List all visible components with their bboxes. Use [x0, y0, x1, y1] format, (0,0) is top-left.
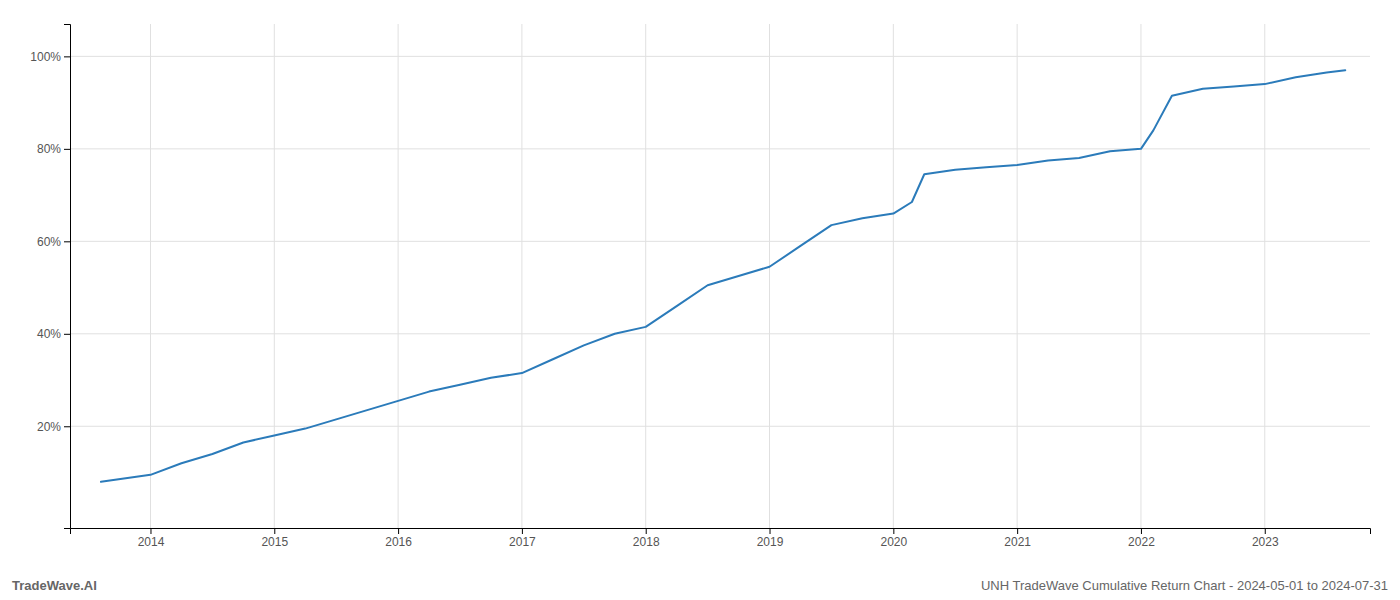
- grid-line-y: [70, 56, 1370, 57]
- x-tick-label: 2020: [880, 535, 907, 549]
- x-tick-label: 2023: [1252, 535, 1279, 549]
- x-tick: 2018: [633, 528, 660, 549]
- y-tick: 60%: [37, 235, 70, 249]
- y-tick-label: 20%: [37, 420, 61, 434]
- x-tick-mark: [522, 528, 523, 534]
- y-tick-mark: [64, 334, 70, 335]
- watermark: TradeWave.AI: [12, 578, 97, 593]
- y-tick-mark: [64, 56, 70, 57]
- grid-line-x: [1264, 24, 1265, 528]
- y-tick: 80%: [37, 142, 70, 156]
- grid-line-y: [70, 241, 1370, 242]
- x-tick: 2021: [1004, 528, 1031, 549]
- line: [101, 70, 1345, 482]
- grid-line-x: [398, 24, 399, 528]
- grid-line-x: [645, 24, 646, 528]
- x-tick-label: 2014: [138, 535, 165, 549]
- x-tick: 2019: [757, 528, 784, 549]
- title: UNH TradeWave Cumulative Return Chart - …: [981, 578, 1388, 593]
- grid-line-x: [1017, 24, 1018, 528]
- x-tick-mark: [398, 528, 399, 534]
- x-axis: 2014 2015 2016 2017 2018 2019 2020 2021 2022 2023: [71, 528, 1371, 549]
- grid-line-y: [70, 333, 1370, 334]
- y-tick-mark: [64, 241, 70, 242]
- x-tick-mark: [1265, 528, 1266, 534]
- x-tick-mark: [646, 528, 647, 534]
- x-tick-label: 2021: [1004, 535, 1031, 549]
- y-tick: 20%: [37, 420, 70, 434]
- x-tick-label: 2022: [1128, 535, 1155, 549]
- x-tick-mark: [1141, 528, 1142, 534]
- x-tick: 2020: [880, 528, 907, 549]
- x-tick-mark: [770, 528, 771, 534]
- x-tick-label: 2019: [757, 535, 784, 549]
- y-tick-mark: [64, 426, 70, 427]
- grid-line-y: [70, 426, 1370, 427]
- grid-line-x: [769, 24, 770, 528]
- x-axis-line: [71, 529, 1371, 535]
- y-tick-label: 40%: [37, 327, 61, 341]
- grid-line-x: [274, 24, 275, 528]
- x-tick-mark: [274, 528, 275, 534]
- x-tick: 2016: [385, 528, 412, 549]
- x-tick: 2015: [261, 528, 288, 549]
- grid-line-x: [893, 24, 894, 528]
- x-tick-label: 2018: [633, 535, 660, 549]
- chart: 2014 2015 2016 2017 2018 2019 2020 2021 2022 2023…: [0, 0, 1400, 600]
- y-tick-label: 60%: [37, 235, 61, 249]
- y-tick-label: 80%: [37, 142, 61, 156]
- grid: [70, 24, 1370, 528]
- x-tick-mark: [1017, 528, 1018, 534]
- y-axis-line: [64, 25, 71, 529]
- x-tick-label: 2015: [261, 535, 288, 549]
- y-tick: 40%: [37, 327, 70, 341]
- grid-line-y: [70, 148, 1370, 149]
- y-axis: 20% 40% 60% 80% 100%: [30, 25, 70, 529]
- x-tick-mark: [150, 528, 151, 534]
- x-tick-label: 2016: [385, 535, 412, 549]
- x-tick: 2022: [1128, 528, 1155, 549]
- plot-area: [101, 70, 1345, 482]
- x-tick-label: 2017: [509, 535, 536, 549]
- grid-line-x: [1140, 24, 1141, 528]
- x-tick: 2023: [1252, 528, 1279, 549]
- grid-line-x: [521, 24, 522, 528]
- y-tick-mark: [64, 149, 70, 150]
- y-tick: 100%: [30, 50, 70, 64]
- x-tick-mark: [893, 528, 894, 534]
- x-tick: 2014: [138, 528, 165, 549]
- grid-line-x: [150, 24, 151, 528]
- x-tick: 2017: [509, 528, 536, 549]
- y-tick-label: 100%: [30, 50, 61, 64]
